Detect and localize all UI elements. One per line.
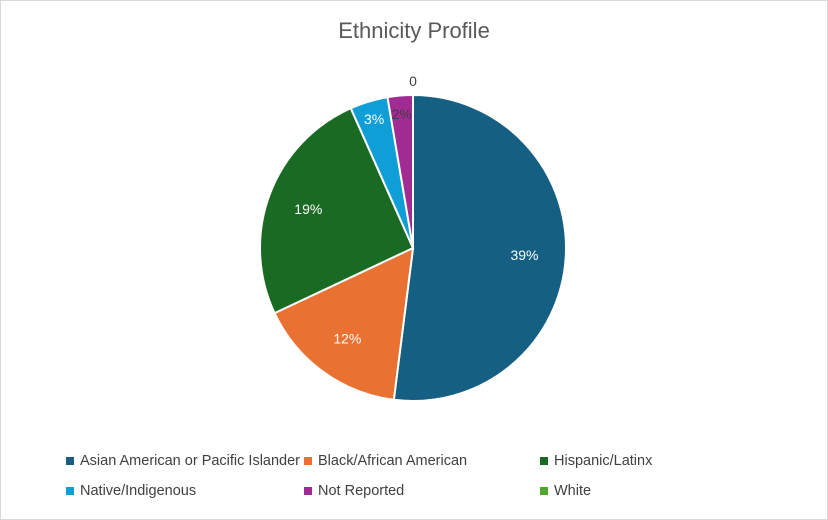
data-label-black-african-american: 12% — [333, 330, 361, 346]
pie-slice-asian-american-or-pacific-islander — [392, 93, 567, 402]
data-label-hispanic-latinx: 19% — [294, 201, 322, 217]
pie-slice-hispanic-latinx — [259, 106, 415, 315]
legend-item-white: White — [540, 483, 591, 499]
legend-label: White — [554, 483, 592, 499]
data-label-white: 0 — [409, 73, 417, 89]
legend-label: Not Reported — [318, 483, 405, 499]
legend-swatch — [66, 487, 74, 495]
legend-item-asian-american-or-pacific-islander: Asian American or Pacific Islander — [66, 453, 300, 469]
legend-label: Hispanic/Latinx — [554, 453, 653, 469]
legend-swatch — [304, 457, 312, 465]
legend-item-hispanic-latinx: Hispanic/Latinx — [540, 453, 652, 469]
legend-item-native-indigenous: Native/Indigenous — [66, 483, 196, 499]
legend-label: Asian American or Pacific Islander — [80, 453, 301, 469]
legend-swatch — [304, 487, 312, 495]
legend-item-not-reported: Not Reported — [304, 483, 404, 499]
chart-title: Ethnicity Profile — [338, 18, 490, 43]
pie-slice-not-reported — [386, 93, 414, 249]
legend-label: Black/African American — [318, 453, 468, 469]
legend-swatch — [66, 457, 74, 465]
legend-swatch — [540, 457, 548, 465]
pie-slice-black-african-american — [273, 246, 415, 401]
data-label-native-indigenous: 3% — [364, 111, 384, 127]
data-label-asian-american-or-pacific-islander: 39% — [510, 247, 538, 263]
legend-item-black-african-american: Black/African American — [304, 453, 467, 469]
legend-swatch — [540, 487, 548, 495]
data-label-not-reported: 2% — [392, 106, 412, 122]
legend-label: Native/Indigenous — [80, 483, 197, 499]
